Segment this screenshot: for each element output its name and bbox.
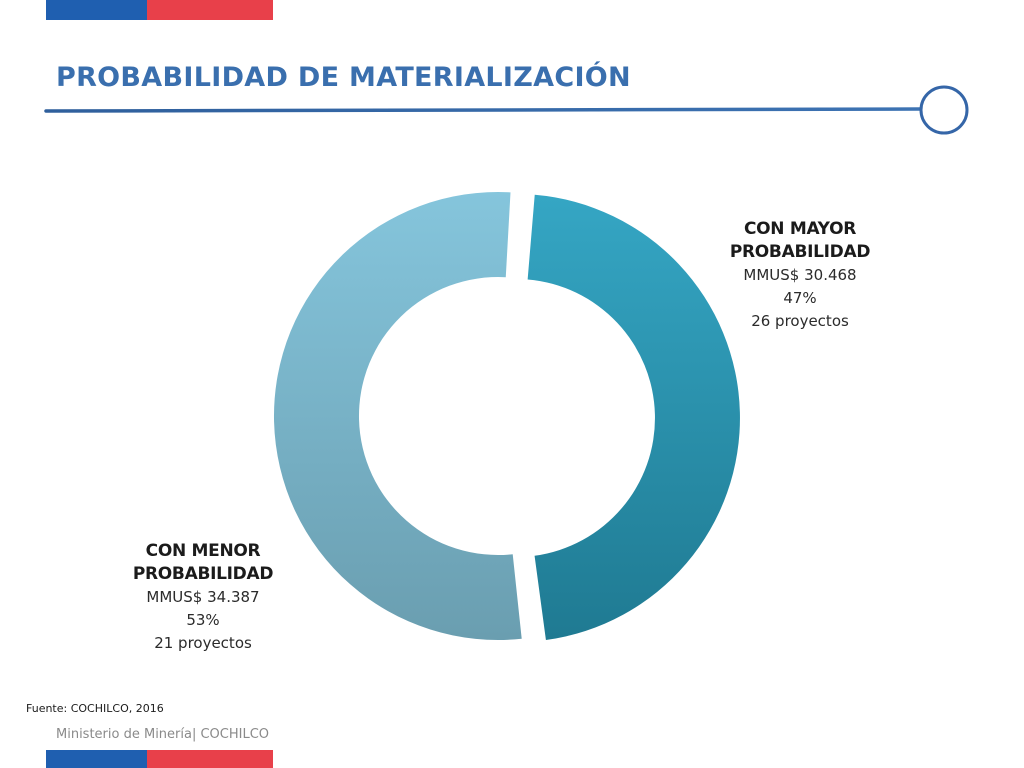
flag-red-segment [147,0,273,20]
label-menor-projects: 21 proyectos [154,634,252,652]
label-mayor-line2: PROBABILIDAD [729,242,871,262]
bottom-flag-bar [46,750,273,768]
label-con-menor: CON MENOR PROBABILIDAD MMUS$ 34.387 53% … [108,540,298,655]
label-mayor-projects: 26 proyectos [751,312,849,330]
flag-blue-segment [46,0,147,20]
label-menor-line1: CON MENOR [145,541,261,561]
label-mayor-percent: 47% [783,289,817,307]
label-menor-amount: MMUS$ 34.387 [146,588,260,606]
donut-slices [273,192,740,641]
top-flag-bar [46,0,273,20]
label-mayor-amount: MMUS$ 30.468 [743,266,857,284]
footer-ministry: Ministerio de Minería| COCHILCO [56,727,270,742]
slice-con-mayor [527,194,740,640]
flag-red-segment [147,750,273,768]
page-title: PROBABILIDAD DE MATERIALIZACIÓN [56,62,631,93]
title-rule-circle [919,85,969,135]
flag-blue-segment [46,750,147,768]
label-mayor-line1: CON MAYOR [743,219,857,239]
title-underline-decoration [44,85,969,135]
slice-con-menor [273,192,522,641]
label-menor-percent: 53% [186,611,220,629]
title-rule-line [44,107,923,113]
label-con-mayor: CON MAYOR PROBABILIDAD MMUS$ 30.468 47% … [705,218,895,333]
source-note: Fuente: COCHILCO, 2016 [26,702,164,715]
label-menor-line2: PROBABILIDAD [132,564,274,584]
